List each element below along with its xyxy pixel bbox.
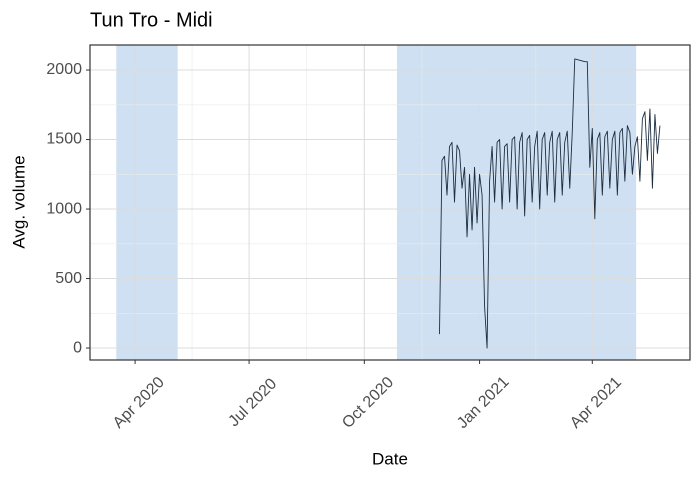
chart-title: Tun Tro - Midi: [90, 9, 213, 31]
y-tick-label: 1000: [46, 200, 82, 217]
x-tick-label: Oct 2020: [339, 374, 397, 432]
data-line: [439, 58, 661, 349]
panel-border: [89, 44, 691, 361]
x-tick-label: Jan 2021: [454, 373, 513, 432]
shaded-region: [116, 45, 178, 360]
y-tick-label: 1500: [46, 131, 82, 148]
y-tick-label: 0: [73, 339, 82, 356]
x-tick-label: Apr 2021: [567, 374, 625, 432]
y-axis-label: Avg. volume: [9, 155, 28, 248]
x-axis-label: Date: [372, 449, 408, 468]
y-tick-label: 2000: [46, 61, 82, 78]
x-tick-label: Jul 2020: [225, 375, 280, 430]
x-tick-label: Apr 2020: [110, 374, 168, 432]
y-tick-label: 500: [55, 270, 82, 287]
